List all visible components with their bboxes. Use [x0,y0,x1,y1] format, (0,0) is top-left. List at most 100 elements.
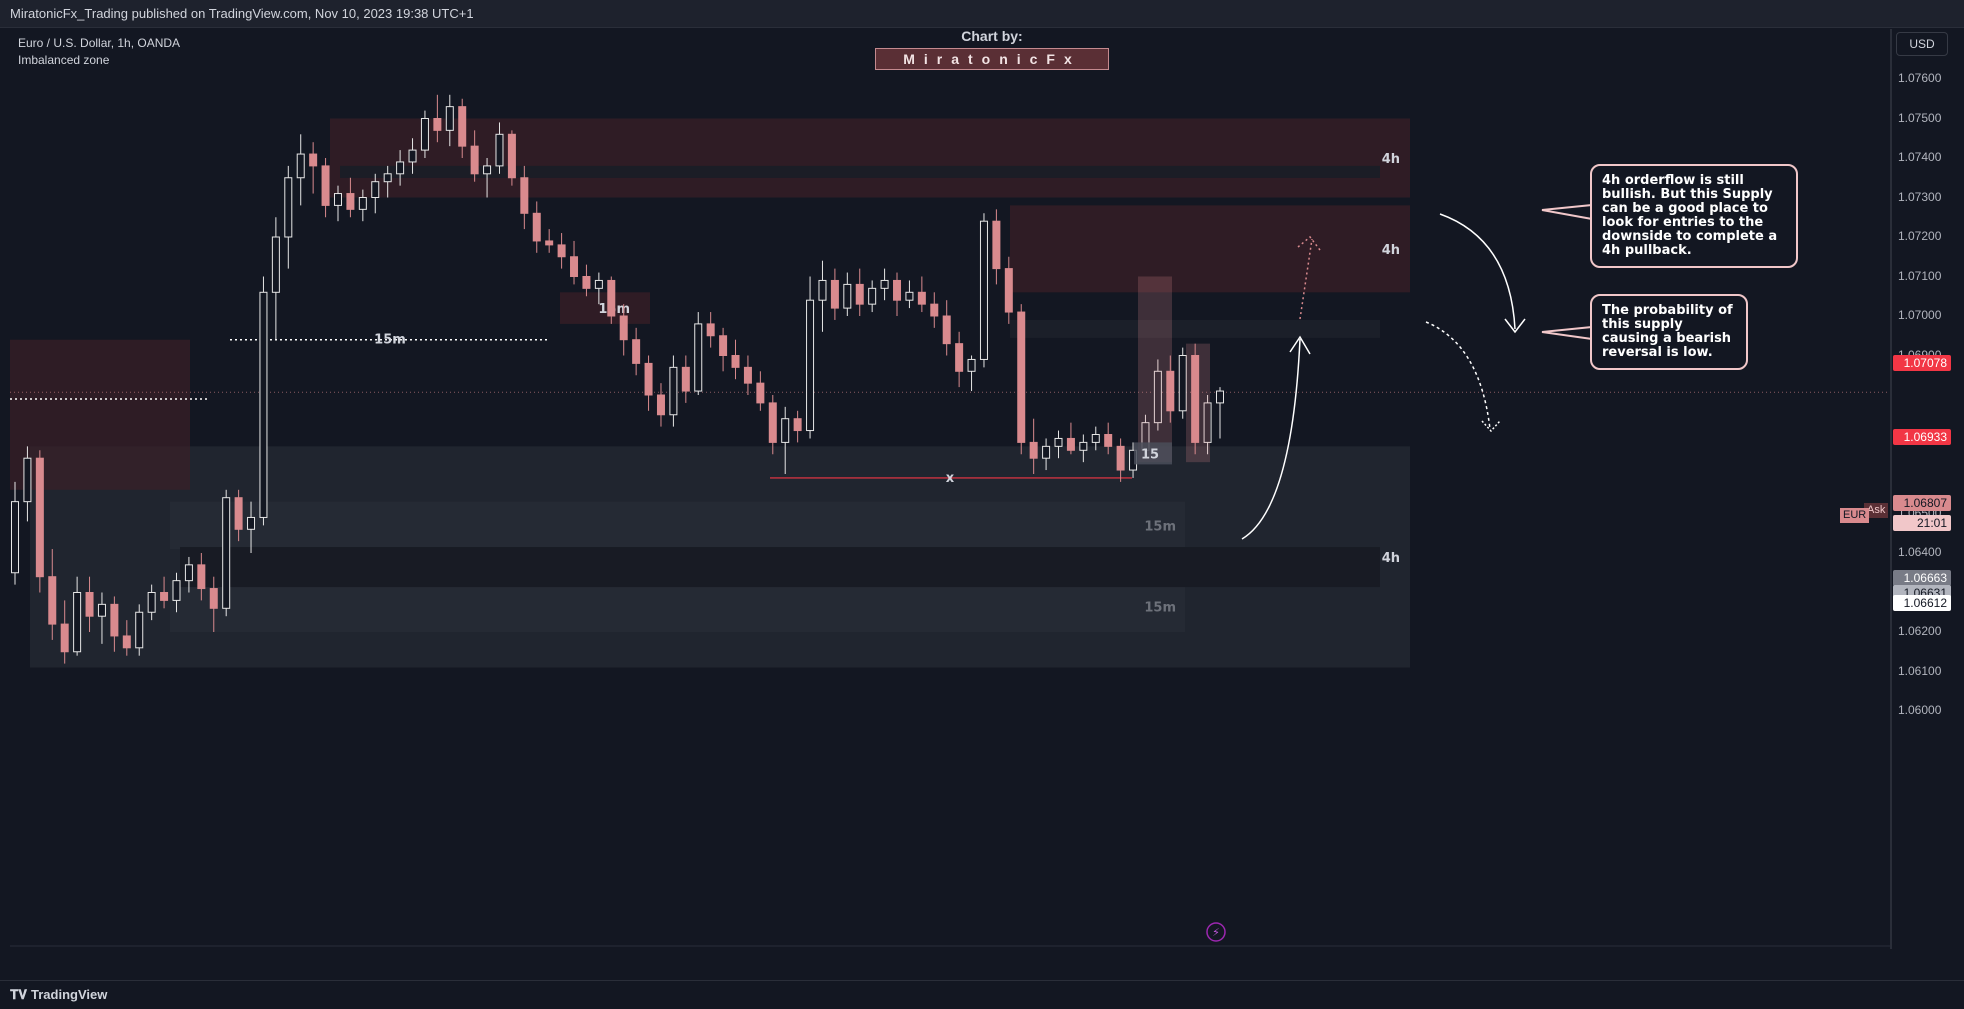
candle [719,327,728,372]
candle [706,312,715,348]
candle [445,94,454,147]
candle [172,572,181,613]
candle-body [967,358,976,372]
y-tick-label: 1.06000 [1898,703,1942,717]
candle-body [1153,370,1162,424]
candle [97,592,106,644]
candle-body [706,323,715,337]
candle [632,327,641,376]
candle [184,556,193,593]
candle [545,229,554,253]
bearish-dotted-path [1425,321,1491,430]
chart-area[interactable]: 4h4h15m15m15m4h15mx15⚡00 PM312:00 PM612:… [10,29,1892,949]
candle-body [222,497,231,609]
candle [483,158,492,198]
candle [669,355,678,427]
author-banner: MiratonicFx [875,48,1109,70]
candle-body [1166,370,1175,412]
candle [731,339,740,380]
candle-body [296,153,305,179]
candle-body [371,181,380,198]
symbol-title[interactable]: Euro / U.S. Dollar, 1h, OANDA [18,36,181,50]
bearish-arrow-path [1439,213,1516,330]
candle [979,213,988,368]
candle-body [681,366,690,392]
candle [1203,395,1212,455]
candle [284,165,293,269]
price-tag-level: 1.06933 [1893,429,1951,445]
candle-body [1178,355,1187,412]
candle-body [383,173,392,183]
candle [818,260,827,332]
currency-button[interactable]: USD [1896,32,1948,56]
projection-dotted-up [1299,238,1313,320]
candle [222,489,231,617]
candle [271,217,280,340]
candle-body [60,623,69,653]
candle [122,620,131,656]
candles-layer [11,94,1224,664]
candle-body [11,501,19,574]
candle-body [1017,311,1026,443]
candle-body [396,161,405,175]
y-tick-label: 1.06400 [1898,545,1942,559]
ask-tag: Ask [1864,503,1889,518]
candle-body [756,382,765,404]
candle [607,276,616,324]
candle-body [85,592,94,617]
bullish-arrow-path [1241,338,1301,540]
indicator-label[interactable]: Imbalanced zone [18,53,110,67]
candle [1017,304,1026,455]
candle-body [731,355,740,368]
candle-body [309,153,318,167]
candle-body [1191,355,1200,443]
candle-body [408,149,417,163]
candle-body [135,611,144,649]
candle [967,355,976,392]
price-tag-countdown: 21:01 [1893,515,1951,531]
candle-body [1116,445,1125,471]
candle-body [234,497,243,530]
candle [110,596,119,652]
candle-body [893,279,902,301]
price-axis [1890,29,1892,949]
candle-body [532,212,541,242]
current-supply-box [1138,276,1172,463]
candle [1091,426,1100,451]
candle-body [35,457,44,578]
candle [296,134,305,206]
candle [147,584,156,621]
candle-body [420,118,429,151]
candle [433,94,442,143]
candle [1004,256,1013,324]
analysis-note-2: The probability of this supply causing a… [1590,294,1748,370]
candle-body [917,291,926,305]
candle [346,177,355,218]
candle [333,185,342,222]
candle-body [781,418,790,443]
candle [197,553,206,601]
candle-body [160,592,169,601]
bearish-dotted-head [1481,420,1501,433]
tradingview-logo[interactable]: 𝐓𝐕 TradingView [10,987,107,1003]
candle-body [147,592,156,613]
candle [1166,355,1175,423]
dotted-level-label: 15m [374,333,406,348]
liquidity-label: x [946,471,955,486]
zone-label-5: 4h [1382,551,1400,566]
candle [1178,347,1187,419]
candle-body [992,220,1001,270]
candle-body [23,457,32,503]
candlestick-chart[interactable]: 4h4h15m15m15m4h15mx15⚡00 PM312:00 PM612:… [10,29,1892,949]
zone-supply-0 [330,118,1410,198]
candle-body [582,276,591,289]
candle [247,501,256,553]
tradingview-icon: 𝐓𝐕 [10,987,27,1002]
imbalance-strip-3 [180,547,1380,588]
candle-body [184,564,193,582]
candle [396,150,405,186]
y-tick-label: 1.06100 [1898,663,1942,678]
candle [35,450,44,593]
candle-body [905,291,914,301]
y-tick-label: 1.07600 [1898,71,1942,85]
